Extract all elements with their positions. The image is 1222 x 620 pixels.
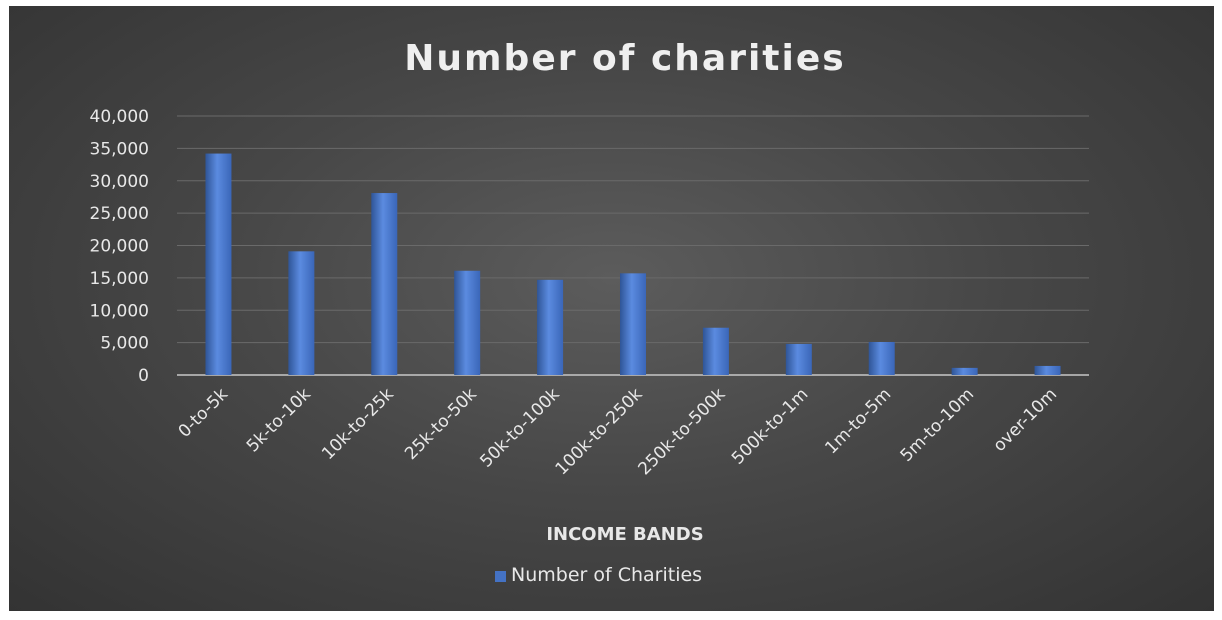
- legend-label: Number of Charities: [511, 564, 702, 586]
- x-tick-label: 5m-to-10m: [897, 384, 978, 465]
- y-tick-label: 5,000: [100, 334, 149, 354]
- x-tick-label: 10k-to-25k: [318, 384, 398, 464]
- x-tick-label: 5k-to-10k: [243, 384, 315, 456]
- bar-10k-to-25k: [371, 193, 398, 375]
- x-tick-label: over-10m: [990, 384, 1062, 456]
- bar-100k-to-250k: [620, 273, 646, 375]
- bar-1m-to-5m: [868, 341, 895, 375]
- y-tick-label: 20,000: [90, 237, 149, 257]
- bar-5m-to-10m: [951, 367, 978, 375]
- bar-250k-to-500k: [702, 327, 729, 375]
- chart-title: Number of charities: [404, 38, 845, 79]
- x-tick-label: 1m-to-5m: [821, 384, 895, 458]
- y-axis-ticks: 0 5,000 10,000 15,000 20,000 25,000 30,000 35,0…: [90, 107, 149, 386]
- x-tick-label: 250k-to-500k: [635, 384, 730, 479]
- bar-chart: Number of charities 0 5,000 10,000 15,000 20…: [90, 38, 1089, 586]
- y-tick-label: 0: [138, 366, 149, 386]
- x-axis-ticks: 0-to-5k 5k-to-10k 10k-to-25k 25k-to-50k50k-…: [175, 384, 1061, 479]
- x-tick-label: 0-to-5k: [175, 384, 232, 441]
- x-tick-label: 100k-to-250k: [552, 384, 647, 479]
- x-tick-label: 50k-to-100k: [476, 384, 563, 471]
- bar-5k-to-10k: [288, 251, 315, 375]
- x-tick-label: 25k-to-50k: [401, 384, 481, 464]
- bars: [205, 153, 1061, 375]
- y-tick-label: 30,000: [90, 172, 149, 192]
- bar-500k-to-1m: [785, 343, 812, 375]
- y-tick-label: 35,000: [90, 139, 149, 159]
- bar-25k-to-50k: [454, 270, 481, 375]
- bar-over-10m: [1034, 365, 1061, 375]
- chart-frame: Number of charities 0 5,000 10,000 15,000 20…: [9, 6, 1214, 611]
- bar-50k-to-100k: [537, 279, 564, 375]
- y-tick-label: 15,000: [90, 269, 149, 289]
- legend-swatch: [495, 571, 506, 582]
- x-axis-title: INCOME BANDS: [546, 524, 703, 545]
- y-tick-label: 40,000: [90, 107, 149, 127]
- bar-0-to-5k: [205, 153, 232, 375]
- x-tick-label: 500k-to-1m: [728, 384, 812, 468]
- legend: Number of Charities: [495, 564, 702, 586]
- y-tick-label: 25,000: [90, 204, 149, 224]
- y-tick-label: 10,000: [90, 301, 149, 321]
